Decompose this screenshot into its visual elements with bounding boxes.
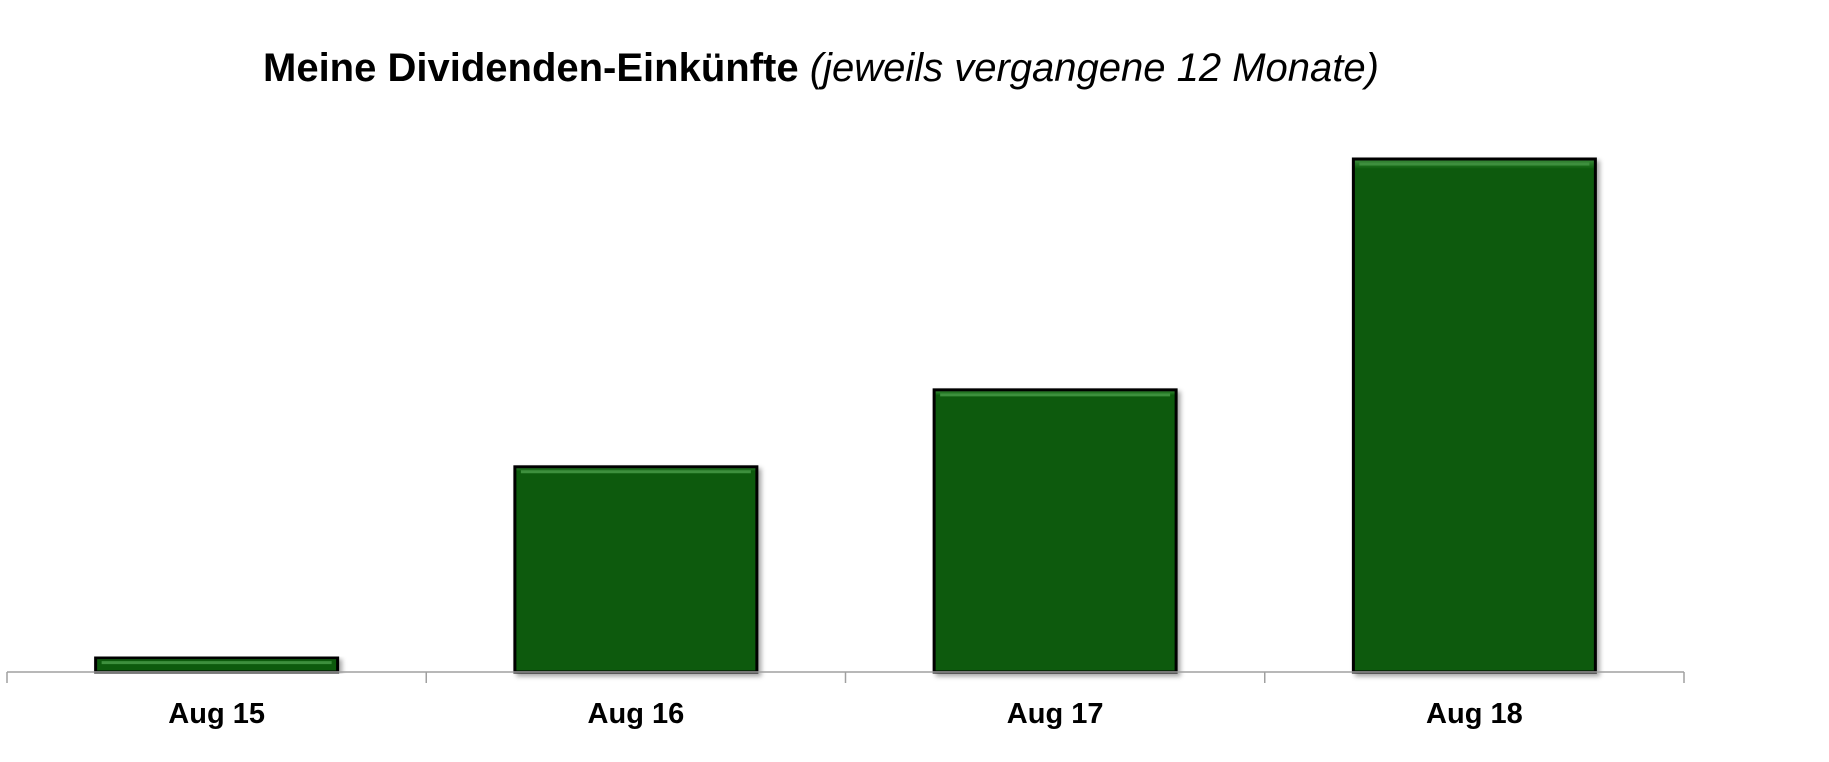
chart-title: Meine Dividenden-Einkünfte (jeweils verg… <box>263 48 1379 88</box>
bar-aug-15 <box>94 656 340 674</box>
bar <box>932 388 1178 674</box>
x-tick-label: Aug 18 <box>1426 698 1523 730</box>
bar <box>513 465 759 674</box>
x-tick-label: Aug 17 <box>1007 698 1104 730</box>
bar <box>94 656 340 674</box>
bar-aug-18 <box>1351 157 1597 674</box>
bar-aug-17 <box>932 388 1178 674</box>
x-tick-label: Aug 16 <box>588 698 685 730</box>
bar-aug-16 <box>513 465 759 674</box>
chart-title-subtitle: (jeweils vergangene 12 Monate) <box>809 46 1379 90</box>
chart-title-main: Meine Dividenden-Einkünfte <box>263 46 799 90</box>
x-tick-label: Aug 15 <box>168 698 265 730</box>
bar <box>1351 157 1597 674</box>
